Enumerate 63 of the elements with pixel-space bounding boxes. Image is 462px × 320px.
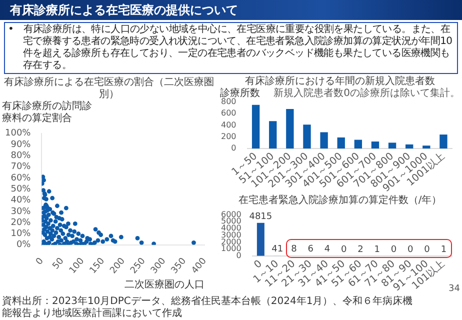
bar [388,142,396,148]
x-tick-label: 0 [252,258,264,271]
bar [440,134,448,148]
data-label: 4815 [249,212,272,222]
chart-title: 在宅患者緊急入院診療加算の算定件数（/年） [237,195,443,207]
y-tick-label: 60% [10,173,32,184]
data-label: 8 [291,244,298,255]
x-tick-label: 0 [34,256,46,268]
data-label: 0 [424,244,430,255]
y-tick-label: 100% [4,128,32,139]
y-axis-title: 診療所数 [220,88,260,99]
text: 有床診療所による在宅医療の提供について [10,2,238,18]
data-label: 1 [440,244,447,255]
x-tick-label: 100 [68,256,87,276]
y-tick-label: 0% [16,240,32,250]
y-tick-label: 0 [231,144,236,153]
bar [269,121,277,148]
data-label: 0 [408,244,414,255]
y-tick-label: 600 [220,108,236,118]
y-tick-label: 400 [220,120,236,130]
bar [354,140,362,148]
y-tick-label: 30% [10,206,32,217]
bar [406,144,414,148]
y-tick-label: 6000 [221,210,242,219]
bar [422,146,430,148]
x-tick-label: 400 [190,256,209,276]
x-tick-label: 50 [51,256,66,272]
y-tick-label: 70% [10,162,32,172]
data-label: 0 [390,244,397,255]
data-label: 6 [308,244,314,255]
x-tick-label: 150 [88,256,108,276]
y-tick-label: 3000 [221,230,242,240]
bar [337,137,345,148]
x-axis-title: 二次医療圏の人口 [124,278,205,291]
y-tick-label: 5000 [221,216,242,226]
y-tick-label: 800 [220,97,236,106]
chart-title: 有床診療所における年間の新規入院患者数 [244,76,436,88]
y-axis-title: 有床診療所の訪問診療料の算定割合 [2,101,93,125]
text: • 有床診療所は、特に人口の少ない地域を中心に、在宅医療に重要な役割を果たしている。また、在宅で療養する患者の緊急時の受入れ状況について、在宅患者緊急入院診療加算の算定状況が年間10件を超える診療所も存在しており、一定の在宅患者のバックベッド機能も果たしている医療機関も存在する。 [8,24,454,72]
bar [286,108,294,148]
text: 34 [448,284,460,294]
chart-title: 有床診療所による在宅医療の割合（二次医療圏別） [3,77,215,100]
data-label: 41 [272,244,284,254]
data-label: 2 [358,244,364,255]
y-tick-label: 80% [10,151,32,162]
y-tick-label: 40% [10,196,32,206]
data-label: 4 [324,244,330,255]
data-label: 1 [374,244,380,255]
y-tick-label: 4000 [221,224,242,233]
bar [320,132,328,148]
bar [303,124,311,148]
data-label: 0 [340,244,347,255]
text: 資料出所：2023年10月DPCデータ、総務省住民基本台帳（2024年1月）、令和６年病床機能報告より地域医療計画課において作成 [2,296,414,320]
y-tick-label: 200 [220,132,236,141]
bar [252,104,260,148]
y-tick-label: 50% [10,184,32,194]
y-tick-label: 2000 [221,237,242,246]
bar [371,142,380,148]
y-tick-label: 20% [10,218,32,228]
y-tick-label: 1000 [221,244,242,254]
text: 新規入院患者数0の診療所は除いて集計。 [274,88,460,99]
y-tick-label: 90% [10,140,32,150]
y-tick-label: 10% [10,229,32,240]
